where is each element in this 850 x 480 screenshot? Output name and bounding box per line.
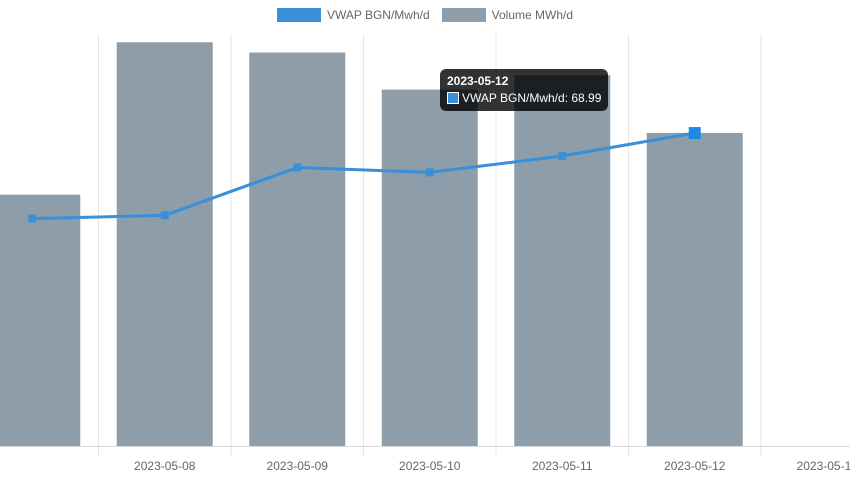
vwap-point xyxy=(293,163,302,172)
x-tick-label: 2023-05-13 xyxy=(797,459,850,473)
vwap-point xyxy=(558,151,567,160)
volume-bar xyxy=(0,194,81,446)
vwap-point xyxy=(28,214,37,223)
volume-bar xyxy=(514,75,611,446)
vwap-point xyxy=(425,168,434,177)
volume-bar xyxy=(249,52,346,446)
x-tick-label: 2023-05-11 xyxy=(532,459,593,473)
legend-swatch-vwap xyxy=(276,8,321,22)
x-tick-label: 2023-05-12 xyxy=(664,459,726,473)
tooltip-row: VWAP BGN/Mwh/d: 68.99 xyxy=(447,91,601,105)
volume-bar xyxy=(116,42,213,447)
tooltip-swatch xyxy=(447,92,459,104)
vwap-point xyxy=(160,211,169,220)
tooltip-value: VWAP BGN/Mwh/d: 68.99 xyxy=(462,91,602,105)
x-tick-label: 2023-05-08 xyxy=(134,459,196,473)
tooltip: 2023-05-12 VWAP BGN/Mwh/d: 68.99 xyxy=(440,69,609,111)
x-tick-label: 2023-05-10 xyxy=(399,459,461,473)
legend-swatch-volume xyxy=(441,8,486,22)
tooltip-title: 2023-05-12 xyxy=(447,74,509,88)
legend-label-volume: Volume MWh/d xyxy=(491,8,574,22)
vwap-line xyxy=(32,131,696,221)
volume-bar xyxy=(646,132,743,446)
legend-item-volume[interactable]: Volume MWh/d xyxy=(441,8,574,22)
vwap-point-active xyxy=(688,127,701,140)
legend-label-vwap: VWAP BGN/Mwh/d xyxy=(326,8,430,22)
x-tick-label: 2023-05-09 xyxy=(267,459,329,473)
legend: VWAP BGN/Mwh/d Volume MWh/d xyxy=(0,8,850,22)
volume-bar xyxy=(381,89,478,447)
legend-item-vwap[interactable]: VWAP BGN/Mwh/d xyxy=(276,8,430,22)
